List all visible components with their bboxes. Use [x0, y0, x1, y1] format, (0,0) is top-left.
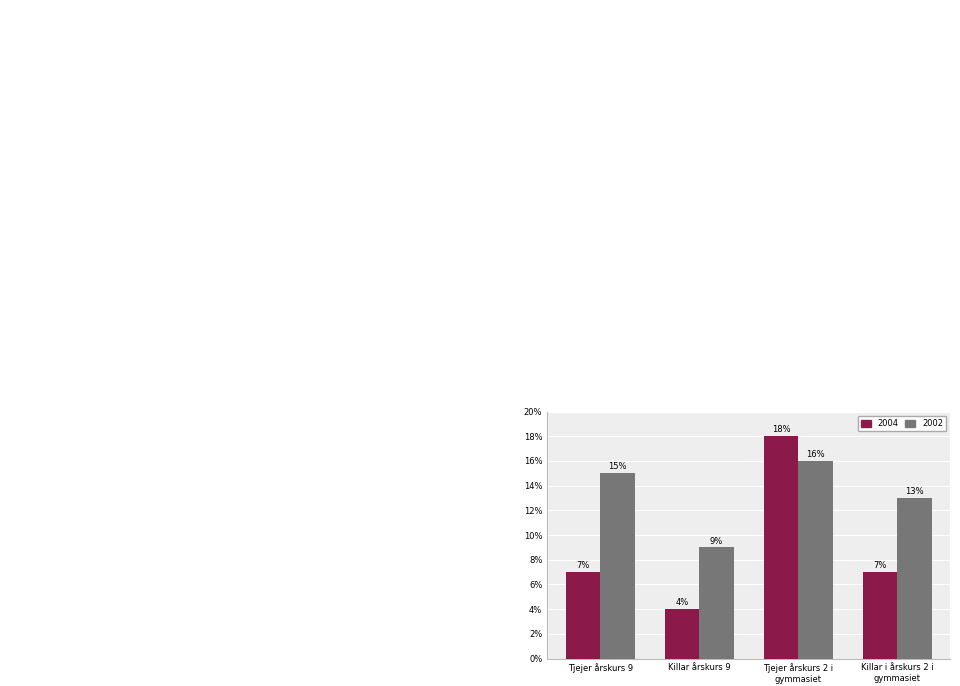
Text: 15%: 15%	[609, 462, 627, 471]
Bar	[664, 609, 699, 659]
Text: 18%: 18%	[772, 425, 790, 434]
Bar	[699, 547, 734, 659]
Text: 7%: 7%	[576, 561, 589, 570]
Text: 4%: 4%	[675, 598, 688, 607]
Bar	[863, 572, 898, 659]
Bar	[898, 498, 932, 659]
Bar	[763, 436, 799, 659]
Bar	[799, 461, 833, 659]
Bar	[600, 473, 635, 659]
Text: 7%: 7%	[874, 561, 887, 570]
Text: 13%: 13%	[905, 487, 924, 496]
Bar	[565, 572, 600, 659]
Text: 9%: 9%	[710, 536, 723, 545]
Text: 16%: 16%	[806, 450, 825, 459]
Legend: 2004, 2002: 2004, 2002	[857, 416, 947, 431]
